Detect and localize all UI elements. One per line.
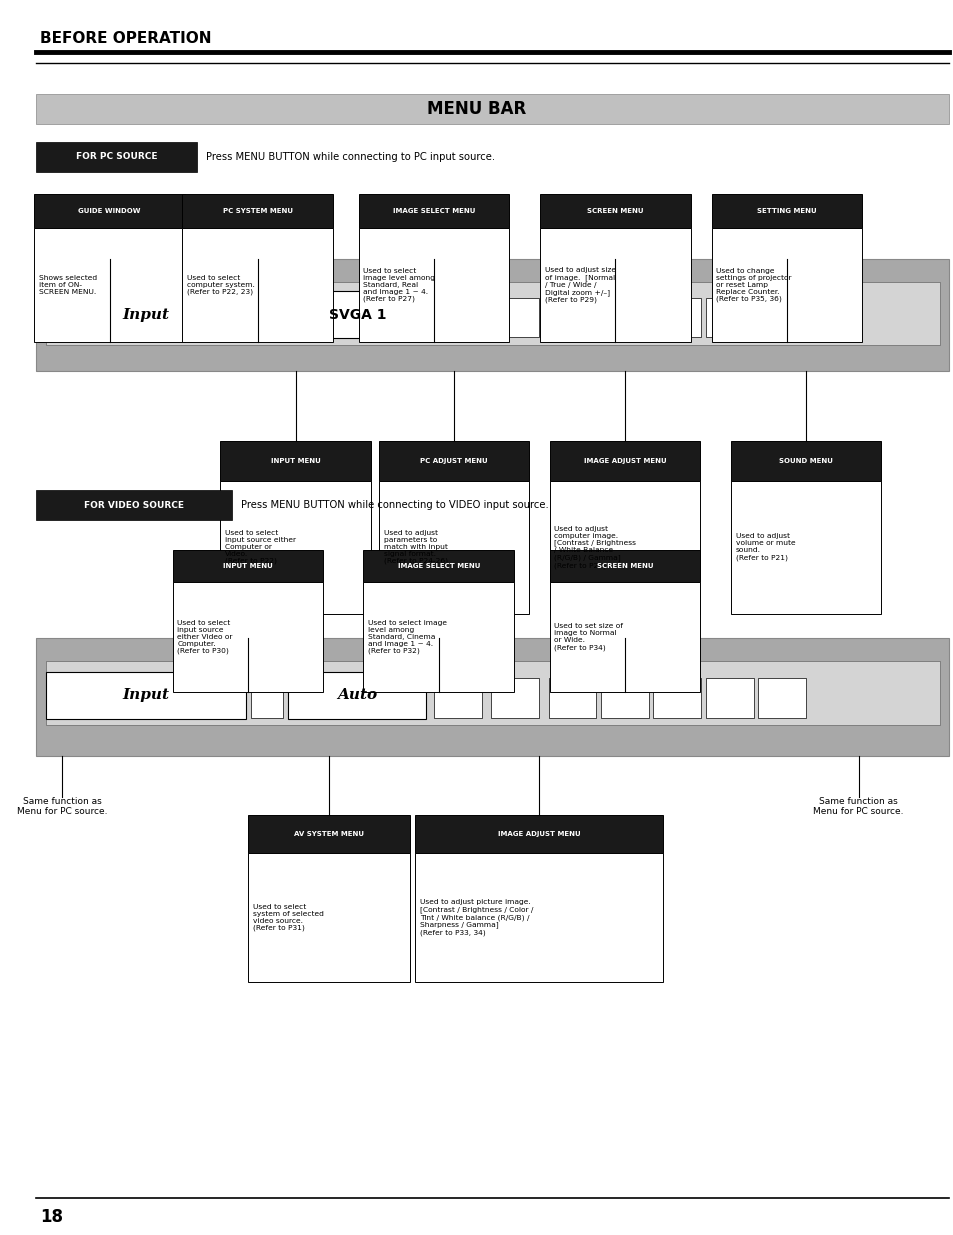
Text: Used to adjust size
of image.  [Normal
/ True / Wide /
Digital zoom +/–]
(Refer : Used to adjust size of image. [Normal / … bbox=[544, 267, 615, 303]
FancyBboxPatch shape bbox=[711, 228, 862, 342]
Text: IMAGE ADJUST MENU: IMAGE ADJUST MENU bbox=[497, 831, 579, 837]
Text: Used to select
image level among
Standard, Real
and Image 1 ~ 4.
(Refer to P27): Used to select image level among Standar… bbox=[363, 268, 435, 303]
FancyBboxPatch shape bbox=[653, 298, 700, 337]
Text: Used to change
settings of projector
or reset Lamp
Replace Counter.
(Refer to P3: Used to change settings of projector or … bbox=[716, 268, 791, 303]
FancyBboxPatch shape bbox=[730, 441, 881, 480]
FancyBboxPatch shape bbox=[415, 853, 662, 982]
FancyBboxPatch shape bbox=[36, 259, 948, 370]
FancyBboxPatch shape bbox=[358, 228, 509, 342]
FancyBboxPatch shape bbox=[363, 582, 514, 692]
FancyBboxPatch shape bbox=[491, 298, 538, 337]
Text: Used to select image
level among
Standard, Cinema
and Image 1 ~ 4.
(Refer to P32: Used to select image level among Standar… bbox=[368, 620, 447, 655]
FancyBboxPatch shape bbox=[758, 678, 805, 718]
FancyBboxPatch shape bbox=[548, 298, 596, 337]
FancyBboxPatch shape bbox=[539, 194, 690, 228]
FancyBboxPatch shape bbox=[549, 550, 700, 582]
Text: 18: 18 bbox=[40, 1208, 63, 1226]
FancyBboxPatch shape bbox=[758, 298, 805, 337]
FancyBboxPatch shape bbox=[36, 94, 948, 124]
Text: MENU BAR: MENU BAR bbox=[427, 100, 526, 117]
FancyBboxPatch shape bbox=[248, 815, 410, 853]
Text: IMAGE SELECT MENU: IMAGE SELECT MENU bbox=[397, 563, 479, 569]
FancyBboxPatch shape bbox=[549, 441, 700, 480]
Text: Used to select
input source
either Video or
Computer.
(Refer to P30): Used to select input source either Video… bbox=[177, 620, 233, 655]
FancyBboxPatch shape bbox=[46, 291, 246, 338]
Text: IMAGE SELECT MENU: IMAGE SELECT MENU bbox=[393, 207, 475, 214]
FancyBboxPatch shape bbox=[46, 282, 939, 345]
Text: Used to adjust
parameters to
match with input
signal format.
(Refer to P24-26): Used to adjust parameters to match with … bbox=[383, 530, 447, 564]
FancyBboxPatch shape bbox=[705, 298, 753, 337]
Text: AV SYSTEM MENU: AV SYSTEM MENU bbox=[294, 831, 364, 837]
Text: Auto: Auto bbox=[336, 688, 377, 703]
FancyBboxPatch shape bbox=[549, 582, 700, 692]
Text: SOUND MENU: SOUND MENU bbox=[779, 458, 832, 464]
FancyBboxPatch shape bbox=[548, 678, 596, 718]
Text: INPUT MENU: INPUT MENU bbox=[271, 458, 320, 464]
FancyBboxPatch shape bbox=[34, 228, 185, 342]
FancyBboxPatch shape bbox=[46, 661, 939, 725]
FancyBboxPatch shape bbox=[434, 678, 481, 718]
Text: SCREEN MENU: SCREEN MENU bbox=[586, 207, 643, 214]
FancyBboxPatch shape bbox=[172, 550, 323, 582]
Text: Used to adjust picture image.
[Contrast / Brightness / Color /
Tint / White bala: Used to adjust picture image. [Contrast … bbox=[419, 899, 533, 936]
Text: PC ADJUST MENU: PC ADJUST MENU bbox=[420, 458, 487, 464]
FancyBboxPatch shape bbox=[248, 853, 410, 982]
Text: Shows selected
item of ON-
SCREEN MENU.: Shows selected item of ON- SCREEN MENU. bbox=[39, 275, 97, 295]
FancyBboxPatch shape bbox=[653, 678, 700, 718]
FancyBboxPatch shape bbox=[288, 672, 426, 719]
Text: SCREEN MENU: SCREEN MENU bbox=[596, 563, 653, 569]
FancyBboxPatch shape bbox=[415, 815, 662, 853]
Text: Used to adjust
computer image.
[Contrast / Brightness
/ White Balance
(R/G/B) / : Used to adjust computer image. [Contrast… bbox=[554, 526, 636, 569]
Text: IMAGE ADJUST MENU: IMAGE ADJUST MENU bbox=[583, 458, 665, 464]
FancyBboxPatch shape bbox=[220, 441, 371, 480]
Text: PC SYSTEM MENU: PC SYSTEM MENU bbox=[222, 207, 293, 214]
FancyBboxPatch shape bbox=[378, 480, 529, 614]
Text: Input: Input bbox=[122, 688, 170, 703]
Text: Used to select
computer system.
(Refer to P22, 23): Used to select computer system. (Refer t… bbox=[187, 275, 254, 295]
Text: SVGA 1: SVGA 1 bbox=[328, 308, 386, 322]
FancyBboxPatch shape bbox=[600, 298, 648, 337]
FancyBboxPatch shape bbox=[288, 291, 426, 338]
Text: Used to select
input source either
Computer or
Video.
(Refer to P22): Used to select input source either Compu… bbox=[225, 530, 295, 564]
FancyBboxPatch shape bbox=[711, 194, 862, 228]
FancyBboxPatch shape bbox=[36, 142, 196, 172]
FancyBboxPatch shape bbox=[251, 678, 283, 718]
FancyBboxPatch shape bbox=[36, 638, 948, 756]
Text: SETTING MENU: SETTING MENU bbox=[757, 207, 816, 214]
Text: INPUT MENU: INPUT MENU bbox=[223, 563, 273, 569]
FancyBboxPatch shape bbox=[182, 228, 333, 342]
FancyBboxPatch shape bbox=[705, 678, 753, 718]
Text: Used to adjust
volume or mute
sound.
(Refer to P21): Used to adjust volume or mute sound. (Re… bbox=[735, 534, 794, 561]
FancyBboxPatch shape bbox=[600, 678, 648, 718]
FancyBboxPatch shape bbox=[36, 490, 232, 520]
FancyBboxPatch shape bbox=[539, 228, 690, 342]
Text: BEFORE OPERATION: BEFORE OPERATION bbox=[40, 31, 212, 46]
Text: Press MENU BUTTON while connecting to PC input source.: Press MENU BUTTON while connecting to PC… bbox=[206, 152, 495, 162]
Text: Same function as
Menu for PC source.: Same function as Menu for PC source. bbox=[17, 797, 107, 816]
FancyBboxPatch shape bbox=[34, 194, 185, 228]
FancyBboxPatch shape bbox=[491, 678, 538, 718]
FancyBboxPatch shape bbox=[220, 480, 371, 614]
FancyBboxPatch shape bbox=[182, 194, 333, 228]
FancyBboxPatch shape bbox=[434, 298, 481, 337]
FancyBboxPatch shape bbox=[549, 480, 700, 614]
Text: FOR VIDEO SOURCE: FOR VIDEO SOURCE bbox=[84, 500, 184, 510]
FancyBboxPatch shape bbox=[363, 550, 514, 582]
Text: Used to set size of
image to Normal
or Wide.
(Refer to P34): Used to set size of image to Normal or W… bbox=[554, 624, 622, 651]
FancyBboxPatch shape bbox=[251, 298, 283, 337]
Text: Press MENU BUTTON while connecting to VIDEO input source.: Press MENU BUTTON while connecting to VI… bbox=[241, 500, 549, 510]
Text: FOR PC SOURCE: FOR PC SOURCE bbox=[75, 152, 157, 162]
Text: Used to select
system of selected
video source.
(Refer to P31): Used to select system of selected video … bbox=[253, 904, 323, 931]
FancyBboxPatch shape bbox=[378, 441, 529, 480]
Text: Input: Input bbox=[122, 308, 170, 322]
FancyBboxPatch shape bbox=[46, 672, 246, 719]
FancyBboxPatch shape bbox=[730, 480, 881, 614]
FancyBboxPatch shape bbox=[358, 194, 509, 228]
FancyBboxPatch shape bbox=[172, 582, 323, 692]
Text: GUIDE WINDOW: GUIDE WINDOW bbox=[78, 207, 141, 214]
Text: Same function as
Menu for PC source.: Same function as Menu for PC source. bbox=[813, 797, 902, 816]
